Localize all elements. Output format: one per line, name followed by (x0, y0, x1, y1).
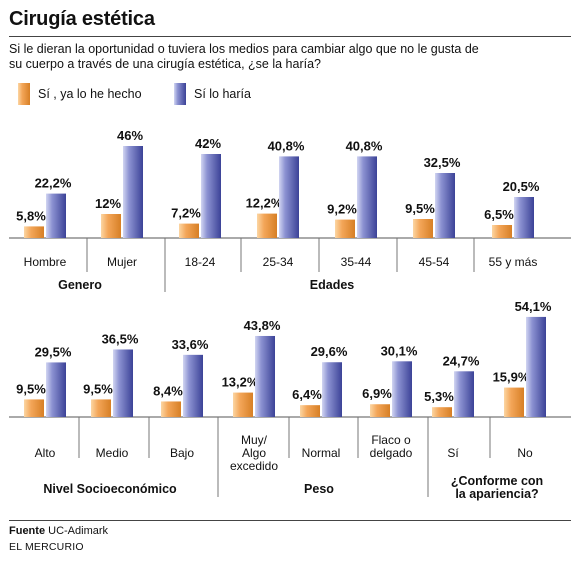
bar-haria-45-54 (435, 173, 455, 238)
legend-swatch-orange (18, 83, 30, 105)
bar-haria-medio (113, 349, 133, 417)
data-label-haria-muy-algo-excedido: 43,8% (244, 318, 281, 333)
group-label-peso: Peso (304, 482, 334, 496)
category-label-medio: Medio (96, 446, 129, 460)
data-label-hecho-si: 5,3% (424, 389, 454, 404)
category-label-no: No (517, 446, 533, 460)
bar-haria-mujer (123, 146, 143, 238)
category-label-normal: Normal (302, 446, 341, 460)
bar-haria-18-24 (201, 154, 221, 238)
category-label-18-24: 18-24 (185, 255, 216, 269)
bar-hecho-no (504, 387, 524, 417)
bar-haria-alto (46, 362, 66, 417)
bar-hecho-normal (300, 405, 320, 417)
chart-panel-1: 5,8% 22,2% Hombre 12% 46% Mujer 7,2% 42% 18-24 12… (9, 128, 571, 292)
data-label-hecho-18-24: 7,2% (171, 206, 201, 221)
data-label-haria-18-24: 42% (195, 136, 221, 151)
data-label-hecho-25-34: 12,2% (246, 196, 283, 211)
category-label-hombre: Hombre (24, 255, 67, 269)
data-label-hecho-alto: 9,5% (16, 381, 46, 396)
data-label-haria-25-34: 40,8% (268, 138, 305, 153)
survey-question: Si le dieran la oportunidad o tuviera lo… (9, 42, 479, 71)
bar-hecho-muy-algo-excedido (233, 392, 253, 417)
data-label-hecho-bajo: 8,4% (153, 383, 183, 398)
bar-haria-bajo (183, 354, 203, 417)
bar-hecho-18-24 (179, 223, 199, 238)
group-label-conforme-con-la-apariencia: ¿Conforme con la apariencia? (451, 474, 543, 501)
category-label-si: Sí (447, 446, 459, 460)
bar-hecho-flaco-o-delgado (370, 404, 390, 417)
data-label-haria-flaco-o-delgado: 30,1% (381, 343, 418, 358)
bar-hecho-medio (91, 399, 111, 417)
legend-label-hecho: Sí , ya lo he hecho (38, 87, 142, 101)
legend-item-hecho: Sí , ya lo he hecho (18, 82, 142, 106)
category-label-25-34: 25-34 (263, 255, 294, 269)
data-label-hecho-no: 15,9% (493, 370, 530, 385)
category-label-flaco-o-delgado: Flaco o delgado (370, 433, 413, 460)
legend-swatch-blue (174, 83, 186, 105)
bar-hecho-mujer (101, 214, 121, 238)
bar-haria-hombre (46, 193, 66, 238)
data-label-hecho-flaco-o-delgado: 6,9% (362, 386, 392, 401)
group-label-nivel-socioeconomico: Nivel Socioeconómico (43, 482, 177, 496)
data-label-haria-alto: 29,5% (35, 344, 72, 359)
bar-hecho-35-44 (335, 219, 355, 238)
data-label-hecho-medio: 9,5% (83, 381, 113, 396)
data-label-haria-45-54: 32,5% (424, 155, 461, 170)
data-label-hecho-mujer: 12% (95, 196, 121, 211)
footer-divider (9, 520, 571, 521)
bar-haria-25-34 (279, 156, 299, 238)
bar-haria-no (526, 316, 546, 417)
data-label-hecho-hombre: 5,8% (16, 208, 46, 223)
source-note: Fuente UC-Adimark (9, 525, 108, 537)
bar-hecho-bajo (161, 401, 181, 417)
bar-hecho-alto (24, 399, 44, 417)
data-label-hecho-muy-algo-excedido: 13,2% (222, 375, 259, 390)
bar-haria-normal (322, 362, 342, 417)
category-label-bajo: Bajo (170, 446, 194, 460)
bar-hecho-25-34 (257, 213, 277, 238)
bar-haria-flaco-o-delgado (392, 361, 412, 417)
legend-item-haria: Sí lo haría (174, 82, 251, 106)
legend-label-haria: Sí lo haría (194, 87, 251, 101)
data-label-haria-35-44: 40,8% (346, 138, 383, 153)
publisher: EL MERCURIO (9, 541, 84, 553)
bar-haria-si (454, 371, 474, 417)
group-label-edades: Edades (310, 278, 355, 292)
chart-panel-2: 9,5% 29,5% Alto 9,5% 36,5% Medio 8,4% 33,6% Bajo… (9, 299, 571, 501)
data-label-hecho-35-44: 9,2% (327, 202, 357, 217)
data-label-haria-normal: 29,6% (311, 344, 348, 359)
data-label-haria-bajo: 33,6% (172, 337, 209, 352)
source-value: UC-Adimark (48, 525, 109, 537)
bar-hecho-55-y-mas (492, 225, 512, 238)
bar-haria-55-y-mas (514, 197, 534, 238)
category-label-mujer: Mujer (107, 255, 137, 269)
data-label-haria-hombre: 22,2% (35, 176, 72, 191)
bar-hecho-hombre (24, 226, 44, 238)
category-label-alto: Alto (35, 446, 56, 460)
source-label: Fuente (9, 525, 46, 537)
data-label-haria-no: 54,1% (515, 299, 552, 314)
data-label-haria-55-y-mas: 20,5% (503, 179, 540, 194)
data-label-haria-si: 24,7% (443, 353, 480, 368)
data-label-haria-mujer: 46% (117, 128, 143, 143)
data-label-hecho-normal: 6,4% (292, 387, 322, 402)
data-label-haria-medio: 36,5% (102, 331, 139, 346)
category-label-45-54: 45-54 (419, 255, 450, 269)
bar-hecho-45-54 (413, 219, 433, 238)
data-label-hecho-55-y-mas: 6,5% (484, 207, 514, 222)
chart-title: Cirugía estética (9, 8, 155, 30)
data-label-hecho-45-54: 9,5% (405, 201, 435, 216)
bar-haria-muy-algo-excedido (255, 335, 275, 417)
category-label-35-44: 35-44 (341, 255, 372, 269)
bar-haria-35-44 (357, 156, 377, 238)
group-label-genero: Genero (58, 278, 102, 292)
bar-hecho-si (432, 407, 452, 417)
title-divider (9, 36, 571, 37)
category-label-55-y-mas: 55 y más (489, 255, 538, 269)
category-label-muy-algo-excedido: Muy/Algo excedido (230, 433, 278, 473)
